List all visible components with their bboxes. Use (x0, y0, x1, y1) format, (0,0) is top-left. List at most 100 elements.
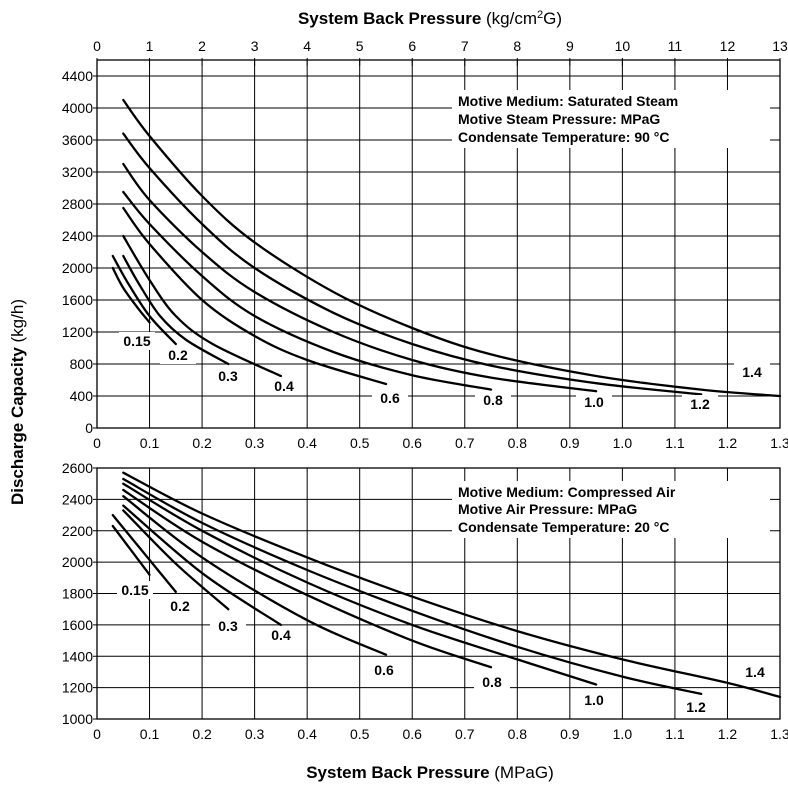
x-tick-label: 0.4 (297, 435, 317, 451)
top-axis-tick-label: 6 (408, 38, 416, 54)
top-axis-tick-label: 2 (198, 38, 206, 54)
series-line-0-15 (111, 524, 151, 576)
x-tick-label: 1.1 (665, 726, 685, 742)
series-label-bg (737, 663, 773, 681)
series-label-0-8: 0.8 (482, 674, 502, 690)
y-tick-label: 1400 (62, 648, 93, 664)
x-tick-label: 0.2 (192, 726, 212, 742)
x-tick-label: 1.0 (613, 726, 633, 742)
series-label-bg (678, 698, 714, 716)
y-tick-label: 2200 (62, 523, 93, 539)
y-tick-label: 400 (70, 388, 94, 404)
series-label-1-4: 1.4 (742, 364, 762, 380)
y-axis-title: Discharge Capacity (kg/h) (8, 299, 27, 505)
y-tick-label: 2400 (62, 228, 93, 244)
series-line-1-4 (122, 471, 782, 699)
series-label-bg (474, 673, 510, 691)
x-tick-label: 0.1 (140, 435, 160, 451)
annotation-line: Motive Medium: Compressed Air (458, 484, 676, 500)
x-tick-label: 0 (93, 726, 101, 742)
series-label-bg (266, 377, 302, 395)
plot-frame (96, 467, 781, 720)
x-tick-label: 0.5 (350, 435, 370, 451)
y-tick-label: 3200 (62, 164, 93, 180)
y-axis-title-unit: (kg/h) (8, 299, 27, 347)
series-label-bg (210, 617, 246, 635)
x-tick-label: 1.3 (770, 726, 788, 742)
annotation-line: Condensate Temperature: 90 °C (458, 129, 670, 145)
series-label-bg (682, 395, 718, 413)
series-label-0-3: 0.3 (218, 368, 238, 384)
series-label-bg (475, 391, 511, 409)
x-tick-label: 1.2 (718, 726, 738, 742)
x-tick-label: 0.7 (455, 726, 475, 742)
series-label-bg (119, 332, 155, 350)
top-axis-tick-label: 10 (615, 38, 631, 54)
series-line-0-6 (122, 206, 388, 386)
series-line-0-4 (122, 234, 283, 378)
y-axis-title-bold: Discharge Capacity (8, 347, 27, 505)
top-axis-tick-label: 9 (566, 38, 574, 54)
top-axis-unit-sup: 2 (537, 9, 543, 21)
top-axis-title-bold: System Back Pressure (298, 9, 481, 28)
y-tick-label: 2800 (62, 196, 93, 212)
series-line-1-0 (122, 482, 598, 686)
series-line-0-15 (111, 266, 151, 324)
y-tick-label: 4400 (62, 68, 93, 84)
annotation-box (452, 90, 770, 148)
x-tick-label: 0 (93, 435, 101, 451)
series-label-1-0: 1.0 (584, 692, 604, 708)
series-label-bg (576, 393, 612, 411)
steam-panel: 0 0.1 0.2 0.3 0.4 0.5 0.6 0.7 0.8 0.9 1.0 1.1 1.2 1.3… (62, 59, 788, 451)
series-line-0-6 (122, 495, 388, 656)
top-axis-tick-label: 1 (146, 38, 154, 54)
annotation-line: Motive Air Pressure: MPaG (458, 501, 637, 517)
series-label-0-6: 0.6 (374, 662, 394, 678)
x-tick-label: 1.3 (770, 435, 788, 451)
y-tick-label: 1600 (62, 617, 93, 633)
y-tick-label: 1600 (62, 292, 93, 308)
series-label-1-2: 1.2 (690, 396, 710, 412)
y-tick-label: 0 (85, 420, 93, 436)
top-axis-tick-label: 13 (772, 38, 788, 54)
series-label-1-0: 1.0 (584, 394, 604, 410)
x-tick-label: 1.1 (665, 435, 685, 451)
series-line-1-4 (122, 98, 782, 398)
series-label-bg (734, 363, 770, 381)
series-label-0-15: 0.15 (123, 333, 150, 349)
annotation-line: Condensate Temperature: 20 °C (458, 519, 670, 535)
top-axis-ticks: 0 1 2 3 4 5 6 7 8 9 10 11 12 13 (93, 38, 788, 66)
series-label-0-2: 0.2 (168, 347, 188, 363)
annotation-box (452, 481, 770, 538)
y-tick-label: 2000 (62, 554, 93, 570)
y-tick-label: 2000 (62, 260, 93, 276)
series-label-0-4: 0.4 (274, 378, 294, 394)
series-label-bg (210, 367, 246, 385)
top-axis-tick-label: 7 (461, 38, 469, 54)
x-tick-label: 0.3 (245, 726, 265, 742)
series-line-0-8 (122, 488, 493, 669)
series-label-bg (372, 389, 408, 407)
series-label-0-4: 0.4 (271, 627, 291, 643)
x-tick-label: 0.9 (560, 435, 580, 451)
y-tick-label: 1000 (62, 711, 93, 727)
x-tick-label: 0.8 (508, 726, 528, 742)
y-tick-label: 1200 (62, 324, 93, 340)
x-tick-label: 0.5 (350, 726, 370, 742)
x-tick-label: 0.4 (297, 726, 317, 742)
series-label-bg (576, 691, 612, 709)
bottom-axis-title-unit: (MPaG) (490, 763, 554, 782)
annotation-line: Motive Steam Pressure: MPaG (458, 111, 660, 127)
series-label-1-4: 1.4 (745, 664, 765, 680)
series-label-0-6: 0.6 (380, 390, 400, 406)
top-axis-unit-pre: (kg/cm (481, 9, 537, 28)
x-tick-label: 0.1 (140, 726, 160, 742)
series-line-0-3 (122, 509, 230, 611)
series-label-0-8: 0.8 (483, 392, 503, 408)
top-axis-tick-label: 12 (720, 38, 736, 54)
series-label-1-2: 1.2 (686, 699, 706, 715)
series-line-0-2 (111, 513, 177, 594)
top-axis-unit-post: G) (543, 9, 562, 28)
x-tick-label: 0.2 (192, 435, 212, 451)
